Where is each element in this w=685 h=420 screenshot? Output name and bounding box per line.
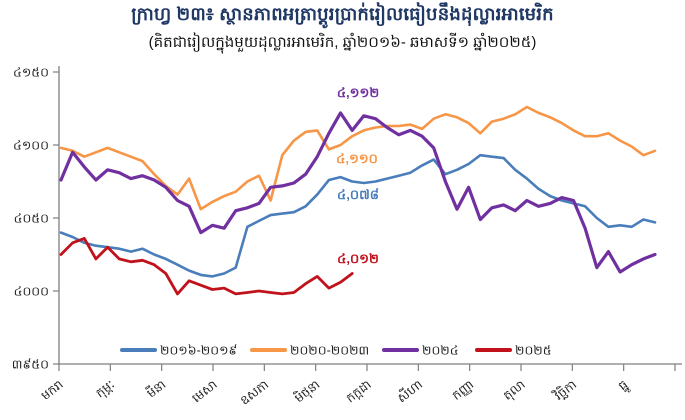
x-axis-label-month: តុលា	[500, 377, 528, 403]
series-end-label-0: ៤,០៧៨	[337, 187, 379, 202]
legend-label-2: ២០២៤	[422, 344, 459, 358]
y-tick-label: ៤១៥០	[13, 66, 49, 80]
y-tick-label: ៤១០០	[13, 139, 49, 153]
series-line-1	[59, 105, 657, 211]
series-line-0	[59, 153, 657, 278]
x-axis-label-month: មិថុនា	[291, 377, 323, 407]
x-axis-label-month: មេសា	[189, 377, 220, 405]
chart-title: ក្រាហ្វ ២៣៖ ស្ថានភាពអត្រាប្ដូរប្រាក់រៀលធ…	[131, 4, 554, 24]
series-line-2	[59, 111, 657, 274]
series-end-label-2: ៤,១១២	[337, 85, 379, 100]
chart-subtitle: (គិតជារៀលក្នុងមួយដុល្លារអាមេរិក, ឆ្នាំ២០…	[148, 34, 537, 51]
series-end-label-3: ៤,០១២	[337, 251, 379, 266]
x-axis-label-month: មីនា	[144, 377, 169, 401]
x-axis-label-month: កញ្ញា	[449, 377, 477, 403]
legend-label-1: ២០២០-២០២៣	[290, 344, 369, 358]
x-axis-label-month: កុម្ភៈ	[93, 377, 118, 401]
legend-label-3: ២០២៥	[515, 344, 552, 358]
legend-label-0: ២០១៦-២០១៩	[160, 344, 238, 358]
x-axis-label-month: កក្កដា	[343, 377, 374, 406]
x-axis-label-month: ឧសភា	[238, 377, 272, 408]
series-line-3	[59, 236, 354, 296]
x-axis-label-month: ធ្នូ	[616, 377, 633, 395]
y-tick-label: ៤០០០	[14, 285, 49, 299]
series-end-label-1: ៤,១១០	[336, 151, 378, 166]
x-axis-label-month: សីហា	[394, 377, 425, 406]
y-tick-label: ៣៩៥០	[12, 358, 49, 372]
y-tick-label: ៤០៥០	[14, 212, 49, 226]
x-axis-label-month: វិច្ឆិកា	[550, 377, 579, 405]
x-axis-label-month: មករា	[38, 377, 65, 403]
